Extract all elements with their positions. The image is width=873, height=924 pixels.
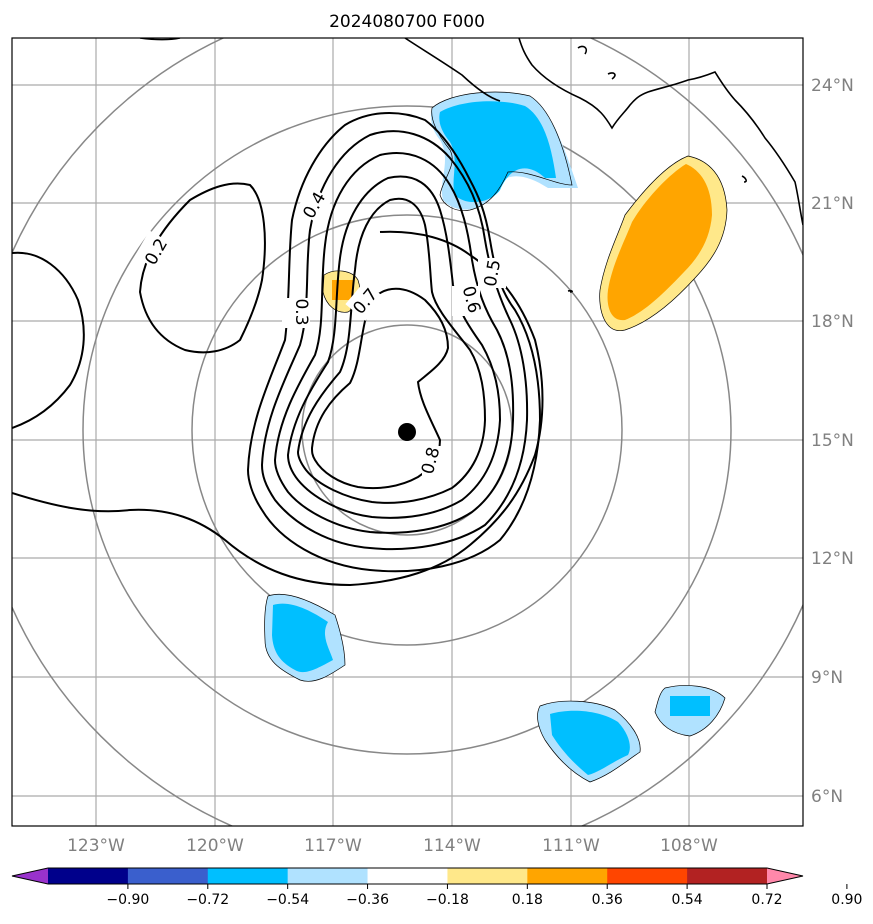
colorbar-extend-high: [767, 868, 803, 884]
colorbar: −0.90 −0.72 −0.54 −0.36 −0.18 0.18 0.36 0.54 0.7…: [11, 867, 862, 908]
colorbar-segment: [607, 868, 688, 884]
lon-tick-label: 111°W: [542, 836, 600, 856]
lon-tick-label: 123°W: [67, 836, 125, 856]
colorbar-segment: [48, 868, 129, 884]
lat-tick-label: 24°N: [811, 76, 854, 96]
colorbar-segment: [527, 868, 608, 884]
colorbar-tick-label: 0.36: [592, 892, 623, 908]
colorbar-tick-label: 0.90: [831, 892, 862, 908]
map-title: 2024080700 F000: [329, 12, 485, 32]
colorbar-segment: [207, 868, 289, 884]
contour-label-0.4: 0.4: [299, 189, 330, 222]
map-frame: [11, 37, 804, 827]
map-area: 0.2 0.3 0.4 0.5 0.6 0.7 0.8: [12, 38, 803, 826]
range-rings: [12, 38, 803, 826]
contour-label-0.3: 0.3: [291, 298, 311, 325]
colorbar-tick-label: 0.18: [512, 892, 543, 908]
colorbar-segment: [687, 868, 768, 884]
lon-tick-label: 114°W: [423, 836, 481, 856]
storm-center-marker: [398, 423, 416, 441]
lat-tick-label: 9°N: [811, 668, 843, 688]
lon-tick-label: 117°W: [304, 836, 362, 856]
lon-tick-label: 120°W: [186, 836, 244, 856]
contour-label-0.5: 0.5: [481, 258, 505, 288]
colorbar-tick-label: −0.90: [106, 892, 149, 908]
lat-tick-labels: 24°N 21°N 18°N 15°N 12°N 9°N 6°N: [811, 76, 854, 807]
shaded-anomalies: [264, 91, 728, 783]
colorbar-outline: [11, 867, 804, 885]
lat-tick-label: 21°N: [811, 194, 854, 214]
lat-tick-label: 18°N: [811, 312, 854, 332]
colorbar-segment: [447, 868, 528, 884]
colorbar-extend-low: [12, 868, 48, 884]
colorbar-tick-label: −0.72: [186, 892, 229, 908]
colorbar-segment: [367, 868, 448, 884]
colorbar-segment: [127, 868, 209, 884]
lat-tick-label: 15°N: [811, 431, 854, 451]
lon-tick-labels: 123°W 120°W 117°W 114°W 111°W 108°W: [67, 836, 718, 856]
colorbar-tick-label: 0.54: [672, 892, 703, 908]
colorbar-tick-label: −0.18: [426, 892, 469, 908]
lon-tick-label: 108°W: [660, 836, 718, 856]
lat-tick-label: 12°N: [811, 549, 854, 569]
colorbar-segment: [287, 868, 369, 884]
colorbar-tick-label: 0.72: [751, 892, 782, 908]
colorbar-tick-label: −0.36: [346, 892, 389, 908]
colorbar-tick-label: −0.54: [266, 892, 309, 908]
lat-tick-label: 6°N: [811, 787, 843, 807]
